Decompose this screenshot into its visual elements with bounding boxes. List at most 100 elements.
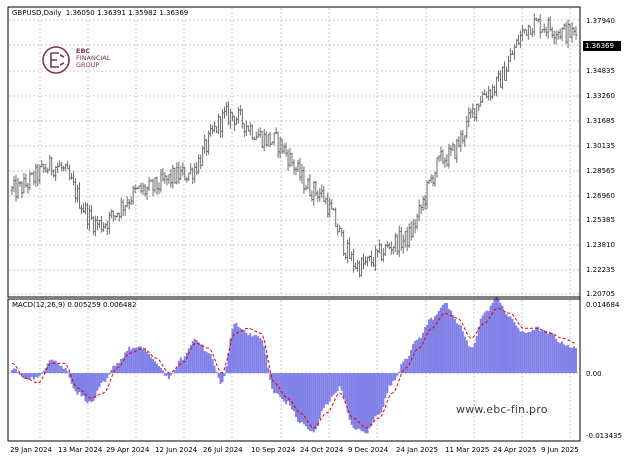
macd-hist-bar	[551, 332, 554, 374]
macd-hist-bar	[219, 373, 222, 384]
macd-hist-bar	[12, 368, 15, 374]
macd-hist-bar	[259, 338, 262, 374]
price-bars	[10, 13, 578, 278]
macd-hist-bar	[110, 369, 113, 374]
macd-hist-bar	[273, 373, 276, 394]
date-label: 12 Jun 2024	[155, 446, 198, 454]
macd-hist-bar	[322, 373, 325, 408]
ebc-logo-icon	[42, 46, 70, 74]
macd-hist-bar	[98, 373, 101, 388]
macd-hist-bar	[567, 344, 570, 374]
macd-hist-bar	[126, 350, 129, 374]
macd-hist-bar	[223, 373, 226, 377]
macd-label: MACD(12,26,9) 0.005259 0.006482	[12, 301, 137, 309]
macd-hist-bar	[187, 348, 190, 374]
macd-hist-bar	[302, 373, 305, 425]
macd-hist-bar	[257, 336, 260, 374]
macd-hist-bar	[426, 324, 429, 374]
macd-hist-bar	[338, 373, 341, 387]
macd-hist-bar	[207, 353, 210, 374]
macd-hist-bar	[181, 359, 184, 374]
price-tick: 1.20705	[586, 290, 615, 298]
macd-hist-bar	[495, 297, 498, 374]
macd-hist-bar	[132, 347, 135, 374]
macd-hist-bar	[404, 358, 407, 374]
macd-hist-bar	[412, 343, 415, 374]
ohlc-values: 1.36050 1.36391 1.35982 1.36369	[65, 9, 189, 17]
macd-hist-bar	[197, 342, 200, 374]
macd-hist-bar	[247, 335, 250, 374]
macd-hist-bar	[78, 373, 81, 393]
macd-hist-bar	[491, 302, 494, 374]
macd-hist-bar	[267, 367, 270, 374]
macd-hist-bar	[354, 373, 357, 430]
macd-hist-bar	[493, 298, 496, 374]
macd-hist-bar	[84, 373, 87, 402]
macd-hist-bar	[376, 373, 379, 416]
macd-hist-bar	[60, 365, 63, 374]
macd-hist-bar	[157, 366, 160, 374]
macd-hist-bar	[525, 333, 528, 374]
macd-hist-bar	[424, 327, 427, 374]
macd-hist-bar	[352, 373, 355, 429]
macd-hist-bar	[100, 373, 103, 384]
macd-hist-bar	[549, 331, 552, 374]
macd-hist-bar	[277, 373, 280, 395]
macd-hist-bar	[136, 347, 139, 374]
macd-hist-bar	[400, 364, 403, 374]
macd-hist-bar	[432, 319, 435, 374]
macd-hist-bar	[213, 365, 216, 374]
macd-hist-bar	[320, 373, 323, 412]
macd-hist-bar	[575, 348, 577, 374]
macd-tick: 0.00	[586, 370, 602, 378]
macd-hist-bar	[251, 336, 254, 374]
macd-hist-bar	[177, 360, 180, 374]
macd-hist-bar	[469, 347, 472, 374]
logo-line-group: GROUP	[76, 61, 100, 69]
date-label: 10 Sep 2024	[251, 446, 296, 454]
macd-hist-bar	[443, 302, 446, 374]
macd-hist-bar	[459, 325, 462, 374]
macd-hist-bar	[62, 368, 65, 374]
date-label: 24 Jan 2025	[396, 446, 438, 454]
macd-hist-bar	[326, 373, 329, 405]
macd-hist-bar	[130, 349, 133, 374]
macd-hist-bar	[203, 350, 206, 374]
macd-hist-bar	[557, 341, 560, 374]
ebc-logo: EBC FINANCIAL GROUP	[40, 44, 130, 76]
symbol-label: GBPUSD,Daily	[12, 9, 62, 17]
macd-hist-bar	[64, 368, 67, 374]
macd-hist-bar	[531, 329, 534, 374]
macd-hist-bar	[165, 373, 168, 376]
macd-hist-bar	[388, 373, 391, 386]
macd-hist-bar	[471, 347, 474, 374]
logo-text: EBC FINANCIAL GROUP	[76, 48, 110, 69]
macd-hist-bar	[199, 344, 202, 374]
macd-hist-bar	[435, 314, 438, 374]
macd-hist-bar	[479, 318, 482, 374]
macd-hist-bar	[304, 373, 307, 427]
macd-hist-bar	[11, 370, 13, 374]
macd-hist-bar	[461, 331, 464, 374]
macd-hist-bar	[287, 373, 290, 402]
macd-hist-bar	[155, 363, 158, 374]
macd-hist-bar	[144, 349, 147, 374]
macd-hist-bar	[221, 373, 224, 383]
macd-hist-bar	[565, 345, 568, 374]
macd-hist-bar	[380, 373, 383, 413]
macd-hist-bar	[298, 373, 301, 424]
date-label: 9 Jun 2025	[541, 446, 579, 454]
macd-hist-bar	[328, 373, 331, 402]
macd-hist-bar	[384, 373, 387, 399]
macd-hist-bar	[372, 373, 375, 421]
macd-hist-bar	[263, 346, 266, 374]
macd-hist-bar	[36, 373, 39, 378]
macd-hist-bar	[406, 358, 409, 374]
macd-hist-bar	[453, 318, 456, 374]
macd-hist-bar	[233, 323, 236, 374]
macd-hist-bar	[152, 358, 154, 374]
macd-hist-bar	[364, 373, 367, 434]
macd-hist-bar	[146, 351, 149, 374]
